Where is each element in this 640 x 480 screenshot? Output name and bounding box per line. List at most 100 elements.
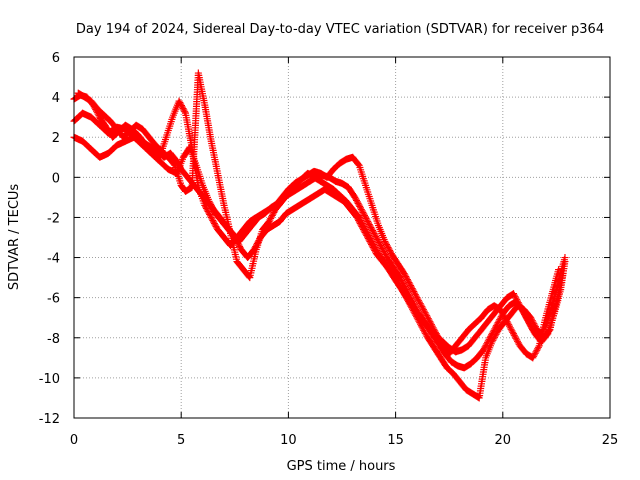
data-point-run [356, 164, 369, 187]
data-point [497, 306, 505, 314]
data-point [516, 302, 524, 310]
data-point-run [474, 347, 487, 361]
data-point [205, 197, 213, 205]
data-point-run [442, 351, 454, 365]
x-axis-ticks: 0 5 10 15 20 25 [70, 57, 618, 448]
data-point-run [418, 323, 431, 340]
data-point-run [375, 224, 388, 243]
data-point [413, 294, 421, 302]
data-point [381, 238, 389, 246]
data-point [370, 229, 378, 237]
data-point-run [345, 185, 358, 200]
data-point-run [420, 319, 433, 333]
data-point-run [88, 114, 103, 128]
data-point-run [343, 198, 356, 212]
data-point-run [476, 356, 489, 400]
data-point-run [165, 154, 178, 168]
data-point-run [414, 311, 427, 325]
data-point-run [478, 319, 491, 333]
data-point-run [352, 195, 364, 212]
data-point-run [356, 215, 369, 232]
data-point-run [407, 301, 420, 316]
data-point-run [450, 371, 463, 385]
data-point-run [465, 335, 478, 349]
data-point [522, 314, 530, 322]
data-point [503, 318, 511, 326]
y-axis-ticks: 6 4 2 0 -2 -4 -6 -8 -10 -12 [39, 51, 610, 427]
data-point-run [199, 183, 212, 203]
data-point-run [483, 340, 495, 360]
data-point-run [159, 148, 171, 160]
data-point-run [246, 248, 260, 279]
series-track-2 [70, 109, 567, 402]
data-point-run [498, 295, 510, 309]
data-point-run [388, 271, 401, 286]
data-point [555, 266, 563, 274]
data-point-run [433, 331, 446, 348]
data-point-run [139, 126, 152, 140]
data-point-run [350, 206, 362, 220]
x-tick-label: 20 [495, 433, 512, 448]
data-point-run [107, 118, 120, 132]
data-point-run [489, 327, 502, 344]
data-point-run [528, 315, 540, 332]
data-point-run [397, 275, 409, 292]
data-point-run [517, 343, 530, 357]
data-point [561, 254, 569, 262]
data-point-run [504, 319, 517, 336]
y-tick-label: -12 [39, 412, 60, 427]
data-point-run [330, 160, 343, 173]
data-point [407, 282, 415, 290]
y-tick-label: -6 [47, 292, 60, 307]
x-tick-label: 0 [70, 433, 78, 448]
data-point [351, 193, 359, 201]
data-point-run [467, 355, 480, 367]
data-point-run [420, 307, 433, 324]
data-point-run [369, 204, 382, 227]
data-point-run [330, 186, 343, 199]
data-point-run [459, 327, 472, 341]
data-point-run [388, 251, 401, 266]
data-point-run [292, 176, 304, 189]
data-point-run [437, 355, 450, 371]
data-point-run [498, 307, 510, 324]
data-point-run [157, 158, 172, 173]
data-point [488, 338, 496, 346]
data-point-run [202, 203, 214, 220]
data-point-run [472, 315, 485, 327]
data-point-run [214, 172, 228, 207]
y-tick-label: 6 [52, 51, 60, 66]
data-point-run [146, 134, 159, 148]
data-point-run [206, 199, 219, 216]
data-point-run [208, 215, 221, 232]
data-point-run [382, 239, 394, 256]
y-tick-label: 2 [52, 131, 60, 146]
data-point-run [384, 255, 397, 270]
data-point-run [536, 316, 549, 347]
data-point-run [105, 142, 120, 156]
data-point-run [195, 186, 208, 207]
data-point-run [227, 232, 240, 263]
chart-title: Day 194 of 2024, Sidereal Day-to-day VTE… [76, 22, 604, 37]
data-point-run [472, 327, 485, 341]
x-tick-label: 10 [280, 433, 297, 448]
data-point-run [549, 268, 562, 295]
series-track-4 [74, 69, 563, 362]
data-point-run [401, 271, 414, 288]
data-point-run [337, 192, 349, 205]
data-point-run [358, 207, 371, 224]
data-point-run [97, 150, 111, 161]
data-point-run [547, 300, 560, 331]
data-point-run [88, 98, 101, 112]
data-point-run [457, 379, 469, 393]
data-point-run [495, 319, 508, 333]
data-point-run [530, 343, 542, 360]
data-point-run [510, 331, 523, 348]
data-point [510, 290, 518, 298]
data-point-run [201, 103, 215, 143]
data-point [175, 97, 183, 105]
data-point-run [362, 227, 375, 244]
data-point [265, 217, 273, 225]
y-tick-label: -8 [47, 332, 60, 347]
